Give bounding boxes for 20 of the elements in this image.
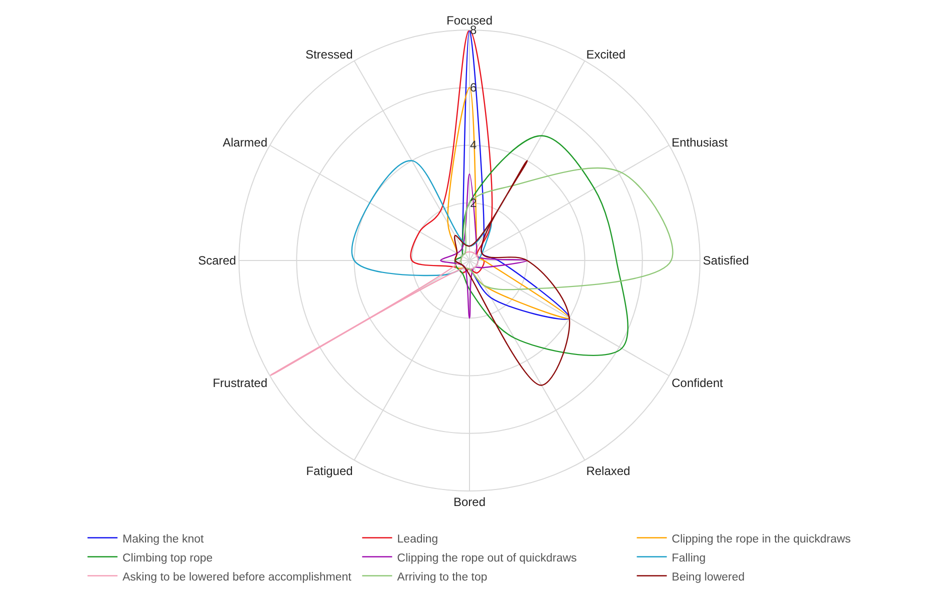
spoke-label: Alarmed xyxy=(222,135,268,150)
spoke-label: Bored xyxy=(453,494,486,509)
spoke-label: Confident xyxy=(672,376,724,390)
legend-label: Clipping the rope out of quickdraws xyxy=(397,552,578,564)
legend-label: Leading xyxy=(397,533,438,546)
legend-label: Making the knot xyxy=(122,533,204,546)
legend-label: Being lowered xyxy=(672,571,745,584)
spoke-label: Excited xyxy=(586,47,626,62)
spoke-label: Satisfied xyxy=(702,254,749,268)
legend-label: Asking to be lowered before accomplishment xyxy=(122,571,352,584)
spoke-label: Fatigued xyxy=(306,464,353,478)
legend-label: Climbing top rope xyxy=(122,552,213,564)
spoke-label: Scared xyxy=(198,254,236,268)
spoke-label: Enthusiast xyxy=(672,135,728,150)
spoke-label: Stressed xyxy=(305,47,353,62)
spoke-label: Relaxed xyxy=(586,464,630,478)
legend-label: Clipping the rope in the quickdraws xyxy=(672,533,852,546)
legend-label: Falling xyxy=(672,552,706,564)
legend-label: Arriving to the top xyxy=(397,571,488,584)
spoke-label: Frustrated xyxy=(212,376,268,390)
